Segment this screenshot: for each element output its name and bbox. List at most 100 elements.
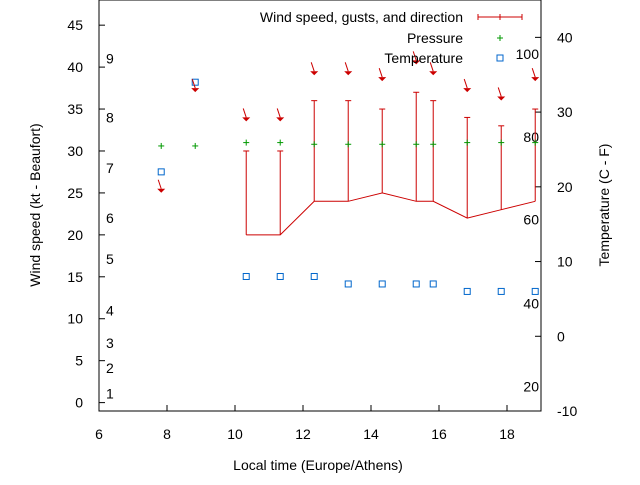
direction-arrow (463, 78, 472, 93)
x-tick-label: 10 (227, 426, 243, 442)
plot-border (98, 0, 542, 412)
arrow-shaft (497, 87, 502, 97)
x-tick-label: 16 (431, 426, 447, 442)
beaufort-label: 5 (106, 251, 114, 267)
fahrenheit-label: 20 (523, 378, 539, 394)
temperature-point (378, 280, 386, 288)
temperature-point (242, 272, 250, 280)
arrow-head (157, 188, 166, 193)
arrow-head (463, 88, 472, 93)
wind-speed-line (246, 192, 536, 236)
x-axis-ticks: 6 8 10 12 14 16 18 (95, 405, 515, 442)
x-tick-label: 6 (95, 426, 103, 442)
direction-arrow (157, 179, 166, 193)
pressure-point (430, 141, 437, 148)
y2-tick-label: 0 (557, 328, 565, 344)
direction-arrow (412, 51, 421, 65)
y2-tick-label: 40 (557, 29, 573, 45)
pressure-point (413, 141, 420, 148)
y-tick-label: 10 (67, 311, 83, 327)
fahrenheit-label: 60 (523, 212, 539, 228)
direction-arrow (378, 68, 387, 82)
y-tick-label: 30 (67, 143, 83, 159)
arrow-shaft (276, 108, 281, 118)
y-axis-label: Wind speed (kt - Beaufort) (27, 123, 43, 286)
pressure-point (158, 142, 165, 149)
legend-label-wind: Wind speed, gusts, and direction (260, 9, 463, 25)
y2-tick-label: 20 (557, 179, 573, 195)
arrow-shaft (378, 68, 383, 78)
arrow-shaft (429, 62, 434, 72)
arrow-shaft (157, 179, 162, 189)
direction-arrow (344, 62, 353, 76)
arrow-shaft (310, 62, 315, 72)
y-tick-label: 25 (67, 185, 83, 201)
y-tick-label: 0 (75, 395, 83, 411)
fahrenheit-label: 100 (516, 46, 540, 62)
arrow-head (429, 71, 438, 76)
y-axis-ticks: 0 5 10 15 20 25 30 35 40 45 (67, 17, 105, 411)
beaufort-label: 2 (106, 360, 114, 376)
direction-arrow (191, 78, 200, 93)
direction-arrow (276, 108, 285, 122)
pressure-point (277, 139, 284, 146)
y-tick-label: 5 (75, 353, 83, 369)
arrow-head (378, 77, 387, 82)
beaufort-label: 7 (106, 160, 114, 176)
arrow-shaft (463, 78, 468, 89)
y-tick-label: 40 (67, 59, 83, 75)
y-tick-label: 15 (67, 269, 83, 285)
beaufort-scale: 1 2 3 4 5 6 7 8 9 (106, 51, 114, 402)
arrow-shaft (412, 51, 417, 61)
beaufort-label: 6 (106, 210, 114, 226)
legend: Wind speed, gusts, and direction Pressure… (260, 9, 523, 66)
temperature-point (157, 168, 165, 176)
direction-arrow (531, 68, 540, 82)
temperature-point (412, 280, 420, 288)
direction-arrow (242, 108, 251, 122)
x-axis-label: Local time (Europe/Athens) (233, 457, 403, 473)
pressure-point (464, 139, 471, 146)
temperature-point (310, 272, 318, 280)
beaufort-label: 9 (106, 51, 114, 67)
direction-arrow (497, 87, 506, 101)
arrow-shaft (242, 108, 247, 118)
y2-axis-label: Temperature (C - F) (596, 144, 612, 267)
x-tick-label: 18 (499, 426, 515, 442)
y2-tick-label: 10 (557, 254, 573, 270)
arrow-head (412, 60, 421, 65)
wind-series (243, 91, 539, 236)
direction-arrow (429, 62, 438, 76)
legend-temperature-mark (496, 54, 504, 62)
pressure-point (345, 141, 352, 148)
arrow-head (242, 117, 251, 122)
arrow-head (497, 96, 506, 101)
beaufort-label: 4 (106, 302, 114, 318)
wind-direction-arrows (157, 51, 540, 193)
temperature-point (463, 287, 471, 295)
pressure-point (379, 141, 386, 148)
x-tick-label: 14 (363, 426, 379, 442)
beaufort-label: 8 (106, 109, 114, 125)
arrow-shaft (191, 78, 196, 89)
arrow-head (531, 77, 540, 82)
pressure-series (158, 139, 539, 149)
temperature-point (344, 280, 352, 288)
temperature-point (191, 78, 199, 86)
temperature-point (497, 287, 505, 295)
direction-arrow (310, 62, 319, 76)
y2-axis-ticks: -10 0 10 20 30 40 (535, 29, 577, 419)
legend-label-pressure: Pressure (407, 30, 463, 46)
y-tick-label: 35 (67, 101, 83, 117)
arrow-head (344, 71, 353, 76)
y2-tick-label: 30 (557, 104, 573, 120)
temperature-point (276, 272, 284, 280)
pressure-point (311, 141, 318, 148)
beaufort-label: 3 (106, 335, 114, 351)
fahrenheit-label: 40 (523, 295, 539, 311)
arrow-head (191, 88, 200, 93)
arrow-shaft (344, 62, 349, 72)
temperature-series (157, 78, 539, 295)
